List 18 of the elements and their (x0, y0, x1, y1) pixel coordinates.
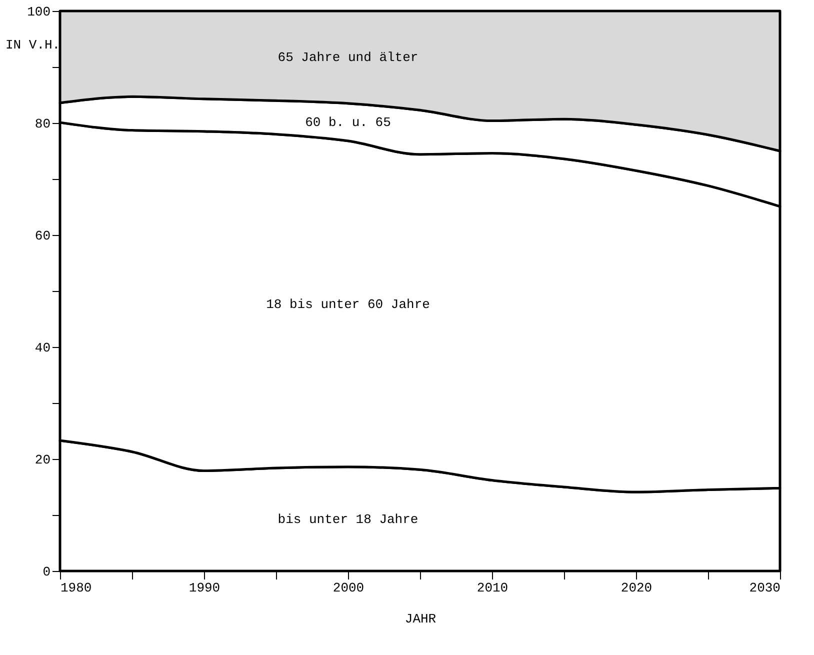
y-axis-title: IN V.H. (6, 38, 60, 52)
y-tick-label: 0 (42, 564, 50, 580)
series-label: bis unter 18 Jahre (278, 512, 418, 527)
x-axis-title: JAHR (404, 612, 436, 626)
y-tick-label: 20 (34, 452, 50, 468)
y-tick-label: 40 (34, 340, 50, 356)
x-tick-label: 2000 (332, 580, 364, 596)
series-label: 18 bis unter 60 Jahre (266, 296, 430, 312)
x-tick-label: 1990 (188, 580, 220, 596)
series-label: 60 b. u. 65 (305, 115, 391, 130)
x-tick-label: 2010 (476, 580, 508, 596)
series-label: 65 Jahre und älter (278, 50, 418, 66)
y-tick-label: 60 (34, 228, 50, 244)
y-tick-label: 80 (34, 116, 50, 132)
x-tick-label: 1980 (60, 580, 92, 596)
y-tick-label: 100 (27, 4, 50, 20)
x-tick-label: 2030 (749, 580, 780, 596)
x-tick-label: 2020 (620, 580, 652, 596)
